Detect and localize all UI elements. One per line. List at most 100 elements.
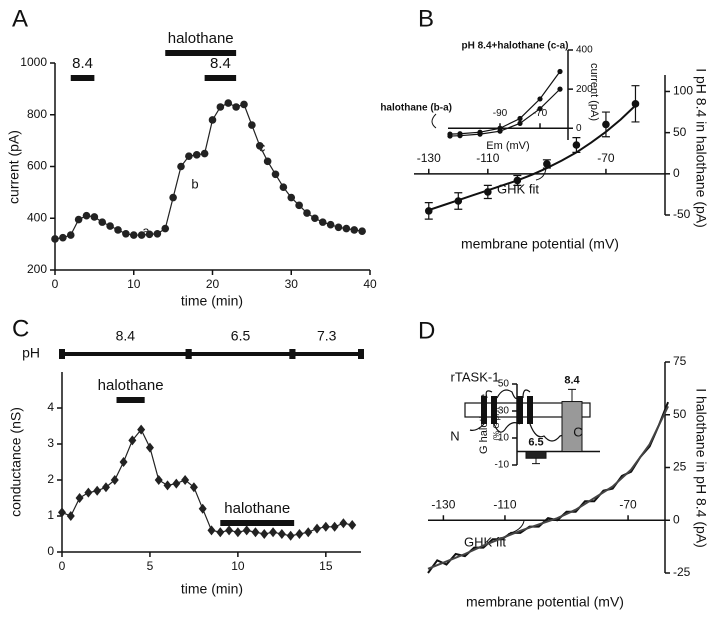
y-tick-label: 50 (498, 379, 510, 390)
y-tick-label: 10 (498, 433, 510, 444)
panel-label: A (12, 5, 28, 32)
y-tick-label: -10 (495, 460, 510, 471)
x-tick-label: 5 (147, 559, 154, 573)
point (350, 226, 359, 234)
point (271, 170, 280, 179)
point (295, 201, 303, 210)
ph-boundary (289, 349, 296, 359)
annotation: rTASK-1 (451, 369, 500, 384)
series-line (54, 102, 363, 240)
point (313, 523, 322, 534)
point (334, 223, 343, 232)
point (517, 120, 523, 126)
treatment-bar (220, 520, 295, 526)
point (225, 525, 234, 536)
treatment-bar (116, 397, 145, 403)
treatment-bar (70, 75, 95, 81)
series-line (427, 405, 669, 570)
channel-cartoon (464, 389, 591, 442)
y-tick-label: 0 (576, 123, 582, 134)
point (286, 530, 295, 541)
x-tick-label: -70 (619, 497, 637, 511)
y-tick-label: 1 (47, 508, 54, 522)
point (119, 457, 128, 467)
point (98, 218, 107, 226)
point (161, 224, 170, 233)
category-label: 8.4 (564, 374, 580, 386)
point (59, 233, 67, 242)
point (66, 511, 75, 521)
x-tick-label: 30 (285, 277, 299, 291)
treatment-label: 8.4 (72, 55, 93, 72)
point (348, 520, 357, 530)
point (311, 214, 319, 223)
point (477, 131, 483, 137)
point (240, 100, 248, 109)
treatment-label: halothane (168, 30, 234, 47)
annotation: GHK fit (497, 181, 539, 196)
x-tick-label: 0 (52, 277, 59, 291)
ph-segment-label: 6.5 (231, 328, 251, 344)
point (279, 183, 288, 191)
x-tick-label: -110 (476, 151, 499, 165)
point (321, 521, 330, 532)
category-label: 6.5 (528, 436, 543, 448)
point (631, 100, 640, 108)
ph-segment-label: 7.3 (317, 328, 337, 344)
point (330, 521, 339, 532)
series-line (449, 71, 561, 135)
series-line (61, 428, 353, 537)
panel-label: D (418, 317, 435, 344)
point (101, 482, 110, 493)
y-tick-label: 100 (673, 84, 693, 98)
ph-boundary (358, 349, 364, 359)
point (172, 478, 181, 489)
bracket (431, 113, 437, 129)
point (90, 213, 99, 221)
point (75, 493, 84, 503)
point (58, 507, 66, 518)
point (181, 475, 190, 485)
error-bar (532, 458, 540, 465)
y-tick-label: 75 (673, 354, 687, 368)
point (339, 518, 348, 529)
point (263, 157, 272, 166)
x-tick-label: -130 (417, 151, 441, 165)
point (557, 86, 563, 92)
point (602, 120, 610, 129)
point (497, 128, 503, 134)
y-tick-label: 50 (673, 407, 687, 421)
y-tick-label: -50 (673, 207, 691, 221)
treatment-bar (165, 50, 237, 56)
y-tick-label: 400 (576, 45, 593, 56)
point (74, 215, 83, 224)
point (248, 121, 256, 129)
point (122, 229, 130, 238)
x-tick-label: 10 (231, 559, 245, 573)
point (557, 68, 563, 75)
point (277, 529, 286, 539)
x-axis-label: time (min) (181, 293, 243, 309)
point (358, 227, 366, 235)
x-tick-label: 20 (206, 277, 220, 291)
series-label: halothane (b-a) (380, 103, 452, 114)
point (572, 141, 581, 149)
annotation: b (191, 176, 198, 191)
y-tick-label: 4 (47, 400, 54, 414)
y-tick-label: 3 (47, 436, 54, 450)
point (303, 209, 311, 217)
x-tick-label: -70 (597, 151, 615, 165)
point (517, 115, 523, 122)
point (457, 133, 463, 139)
x-tick-label: 0 (59, 559, 66, 573)
x-tick-label: -130 (431, 497, 455, 511)
point (110, 475, 119, 485)
point (224, 99, 233, 107)
point (198, 503, 207, 514)
point (200, 149, 209, 158)
point (255, 142, 264, 150)
point (326, 220, 335, 229)
point (537, 96, 543, 102)
series-label: pH 8.4+halothane (c-a) (462, 41, 569, 52)
